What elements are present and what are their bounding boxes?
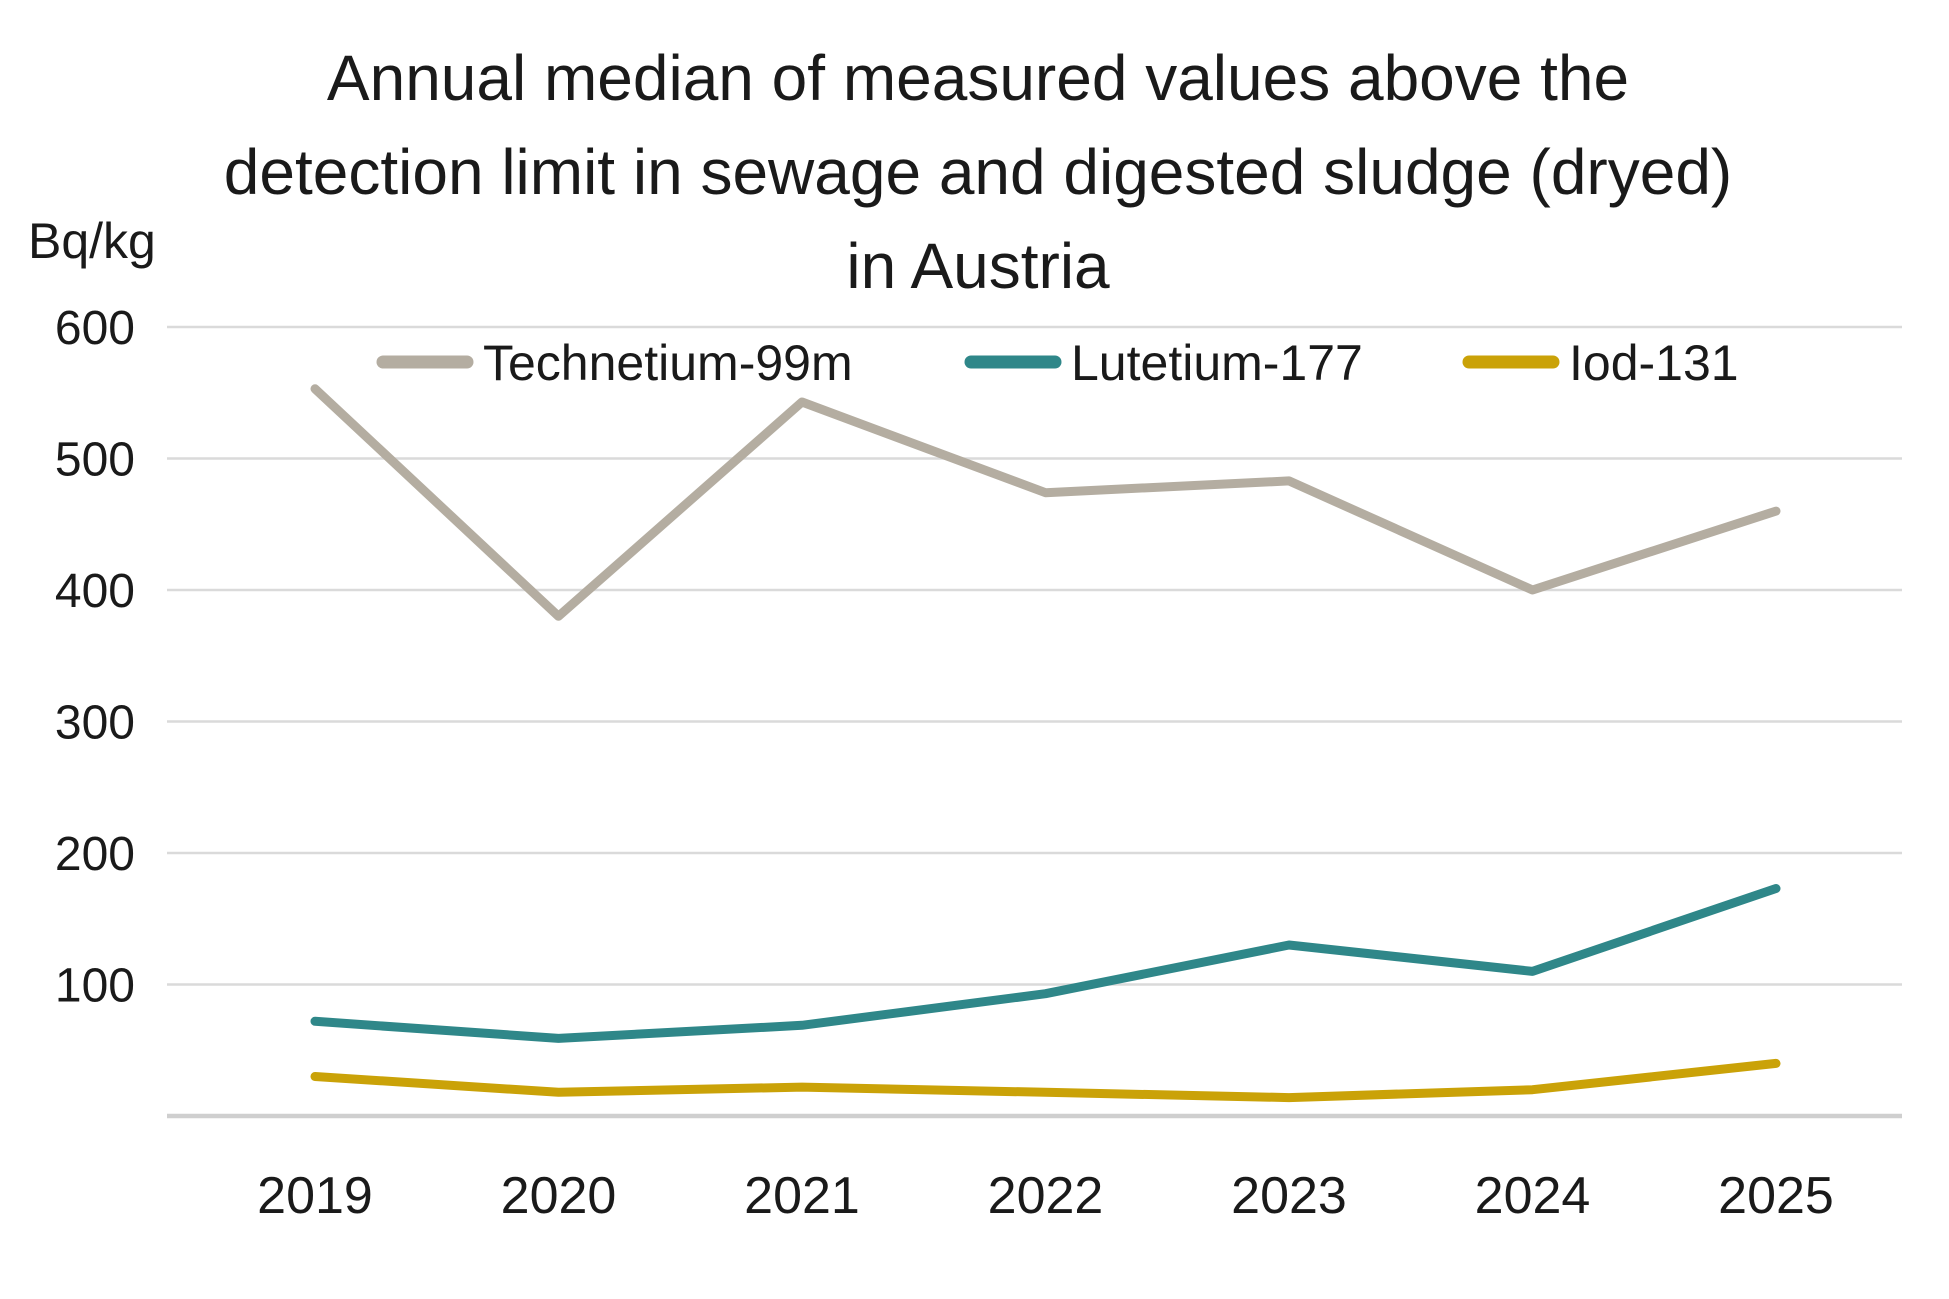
y-tick-label-400: 400: [55, 565, 135, 618]
y-axis-unit-label: Bq/kg: [28, 213, 156, 269]
legend-label-lutetium-177: Lutetium-177: [1071, 335, 1363, 391]
y-tick-label-100: 100: [55, 960, 135, 1013]
legend-label-technetium-99m: Technetium-99m: [483, 335, 853, 391]
y-tick-label-500: 500: [55, 434, 135, 487]
legend-item-lutetium-177: Lutetium-177: [964, 335, 1363, 391]
legend-item-technetium-99m: Technetium-99m: [376, 335, 853, 391]
chart-title-line-3: in Austria: [846, 230, 1110, 302]
x-tick-label-2022: 2022: [988, 1167, 1104, 1225]
y-tick-label-200: 200: [55, 828, 135, 881]
series-line-iod-131: [310, 1058, 1781, 1103]
y-axis-tick-labels: 600 500 400 300 200 100: [55, 302, 135, 1013]
legend: Technetium-99m Lutetium-177 Iod-131: [376, 335, 1739, 391]
legend-label-iod-131: Iod-131: [1569, 335, 1739, 391]
x-tick-label-2021: 2021: [744, 1167, 860, 1225]
x-tick-label-2023: 2023: [1231, 1167, 1347, 1225]
x-axis-tick-labels: 2019 2020 2021 2022 2023 2024 2025: [257, 1167, 1834, 1225]
x-tick-label-2025: 2025: [1718, 1167, 1834, 1225]
x-tick-label-2024: 2024: [1475, 1167, 1591, 1225]
x-tick-label-2019: 2019: [257, 1167, 373, 1225]
chart-title-line-2: detection limit in sewage and digested s…: [224, 136, 1732, 208]
series-line-technetium-99m: [310, 384, 1781, 621]
series-line-lutetium-177: [310, 884, 1781, 1043]
chart-title-line-1: Annual median of measured values above t…: [327, 42, 1629, 114]
legend-item-iod-131: Iod-131: [1462, 335, 1739, 391]
y-tick-label-300: 300: [55, 697, 135, 750]
gridlines: [167, 325, 1902, 1119]
y-tick-label-600: 600: [55, 302, 135, 355]
x-tick-label-2020: 2020: [501, 1167, 617, 1225]
series-lines: [310, 384, 1781, 1103]
